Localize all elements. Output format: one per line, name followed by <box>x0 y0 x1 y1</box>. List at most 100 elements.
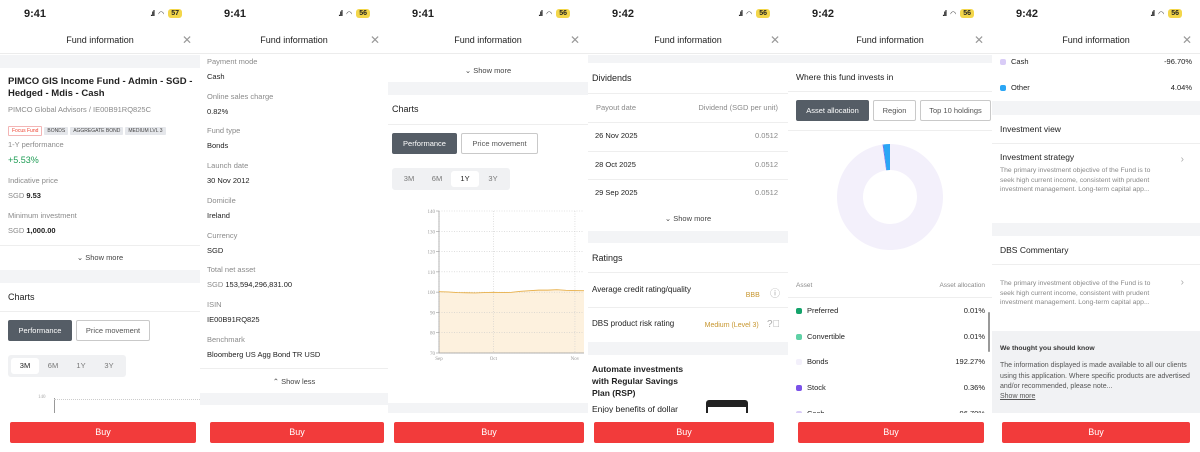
y-tick-label: 90 <box>430 311 436 316</box>
period-1y[interactable]: 1Y <box>451 171 479 187</box>
detail-label: Total net asset <box>207 265 256 275</box>
dividends-title: Dividends <box>592 73 632 83</box>
close-icon[interactable]: ✕ <box>973 33 984 47</box>
buy-button[interactable]: Buy <box>210 422 384 443</box>
period-1y[interactable]: 1Y <box>76 361 86 370</box>
status-icons: .ıl ◠ 56 <box>942 9 974 18</box>
tab-asset-allocation[interactable]: Asset allocation <box>796 100 869 121</box>
rsp-title-line: Plan (RSP) <box>592 388 636 398</box>
close-icon[interactable]: ✕ <box>1181 33 1192 47</box>
value-text: Bonds <box>207 141 229 151</box>
asset: Convertible <box>796 332 845 341</box>
x-tick-label: Sep <box>435 357 443 362</box>
close-icon[interactable]: ✕ <box>369 33 380 47</box>
tab-performance[interactable]: Performance <box>392 133 457 154</box>
detail-label: Payment mode <box>207 57 258 66</box>
wifi-icon: ◠ <box>746 10 753 18</box>
battery-indicator: 56 <box>960 9 974 18</box>
legend-swatch <box>1000 85 1006 91</box>
show-more-button[interactable]: ⌄ Show more <box>0 253 200 262</box>
value-text: 153,594,296,831.00 <box>225 280 293 290</box>
screen-details: 9:41 .ıl ◠ 56 Fund information ✕ Payment mo… <box>200 0 388 452</box>
buy-button[interactable]: Buy <box>594 422 774 443</box>
asset-value: 0.36% <box>963 383 985 393</box>
show-more-button[interactable]: ⌄ Show more <box>388 66 588 75</box>
allocation-row: Bonds 192.27% <box>788 357 992 366</box>
signal-icon: .ıl <box>738 9 743 18</box>
screen-overview: 9:41 .ıl ◠ 57 Fund information ✕ PIMCO GIS … <box>0 0 200 452</box>
question-icon[interactable]: ?⃝ <box>766 319 780 330</box>
detail-value: Bloomberg US Agg Bond TR USD <box>207 350 320 359</box>
close-icon[interactable]: ✕ <box>181 33 192 47</box>
info-icon[interactable]: ⓘ <box>770 289 780 300</box>
period-3y[interactable]: 3Y <box>488 174 498 183</box>
chevron-down-icon: ⌄ <box>464 66 474 75</box>
period-6m[interactable]: 6M <box>47 361 59 370</box>
tab-top-10-holdings[interactable]: Top 10 holdings <box>920 100 991 121</box>
dividend-value: 0.0512 <box>755 131 778 140</box>
allocation-row: Convertible 0.01% <box>788 332 992 341</box>
period-3m[interactable]: 3M <box>11 358 39 374</box>
x-tick-label: Nov <box>571 357 580 362</box>
dividend-row: 28 Oct 2025 0.0512 <box>588 160 788 169</box>
buy-button[interactable]: Buy <box>10 422 196 443</box>
buy-button[interactable]: Buy <box>1002 422 1190 443</box>
period-3y[interactable]: 3Y <box>104 361 114 370</box>
investment-strategy-item[interactable]: Investment strategy The primary investme… <box>1000 152 1192 195</box>
period-3m[interactable]: 3M <box>403 174 415 183</box>
close-icon[interactable]: ✕ <box>569 33 580 47</box>
header-title: Fund information <box>66 35 134 45</box>
close-icon[interactable]: ✕ <box>769 33 780 47</box>
tab-price-movement[interactable]: Price movement <box>76 320 150 341</box>
show-less-button[interactable]: ⌃ Show less <box>200 377 388 386</box>
show-more-label: Show more <box>473 66 512 75</box>
notice-show-more-link[interactable]: Show more <box>1000 392 1036 400</box>
status-time: 9:41 <box>412 8 435 20</box>
tab-price-movement[interactable]: Price movement <box>461 133 538 154</box>
investment-strategy-text: The primary investment objective of the … <box>1000 167 1151 194</box>
chevron-down-icon: ⌄ <box>76 253 86 262</box>
tag-focus-fund: Focus Fund <box>8 126 43 136</box>
detail-label: Fund type <box>207 126 241 136</box>
commentary-title: DBS Commentary <box>1000 245 1069 255</box>
screen-dividends: 9:42 .ıl ◠ 56 Fund information ✕ Dividends … <box>588 0 788 452</box>
bottom-bar: Buy <box>200 413 388 452</box>
chevron-right-icon: › <box>1180 154 1184 165</box>
legend-swatch <box>796 333 802 340</box>
fund-name-line: Hedged - Mdis - Cash <box>8 88 105 99</box>
rsp-title: Automate investments with Regular Savings… <box>592 363 683 399</box>
rating-row-credit: Average credit rating/quality BBB ⓘ <box>588 285 788 300</box>
buy-button[interactable]: Buy <box>798 422 984 443</box>
wifi-icon: ◠ <box>1158 10 1165 18</box>
rsp-title-line: Automate investments <box>592 364 684 374</box>
ratings-title: Ratings <box>592 253 623 263</box>
allocation-row: Preferred 0.01% <box>788 306 992 315</box>
header-title: Fund information <box>856 35 924 45</box>
commentary-item[interactable]: The primary investment objective of the … <box>1000 277 1192 308</box>
screen-investment-view: 9:42 .ıl ◠ 56 Fund information ✕ Cash -96.70… <box>992 0 1200 452</box>
column-header: Asset <box>796 282 813 289</box>
period-selector: 3M 6M 1Y 3Y <box>392 168 510 190</box>
tab-region[interactable]: Region <box>873 100 916 121</box>
header: Fund information ✕ <box>788 30 992 54</box>
column-header: Payout date <box>596 103 637 112</box>
asset: Stock <box>796 383 826 392</box>
wifi-icon: ◠ <box>546 10 553 18</box>
bottom-bar: Buy <box>992 413 1200 452</box>
detail-value: Cash <box>207 72 225 81</box>
status-icons: .ıl ◠ 56 <box>538 9 570 18</box>
chevron-up-icon: ⌃ <box>272 377 282 386</box>
allocation-title: Where this fund invests in <box>796 72 894 82</box>
show-more-button[interactable]: ⌄ Show more <box>588 214 788 223</box>
divider <box>0 270 200 283</box>
period-6m[interactable]: 6M <box>431 174 443 183</box>
fund-name: PIMCO GIS Income Fund - Admin - SGD - Hed… <box>8 76 192 100</box>
scrollbar[interactable] <box>988 312 990 352</box>
header: Fund information ✕ <box>992 30 1200 54</box>
buy-button[interactable]: Buy <box>394 422 584 443</box>
battery-indicator: 56 <box>556 9 570 18</box>
detail-value: SGD 153,594,296,831.00 <box>207 280 292 289</box>
divider <box>992 101 1200 115</box>
rsp-title-line: with Regular Savings <box>592 376 678 386</box>
tab-performance[interactable]: Performance <box>8 320 72 341</box>
